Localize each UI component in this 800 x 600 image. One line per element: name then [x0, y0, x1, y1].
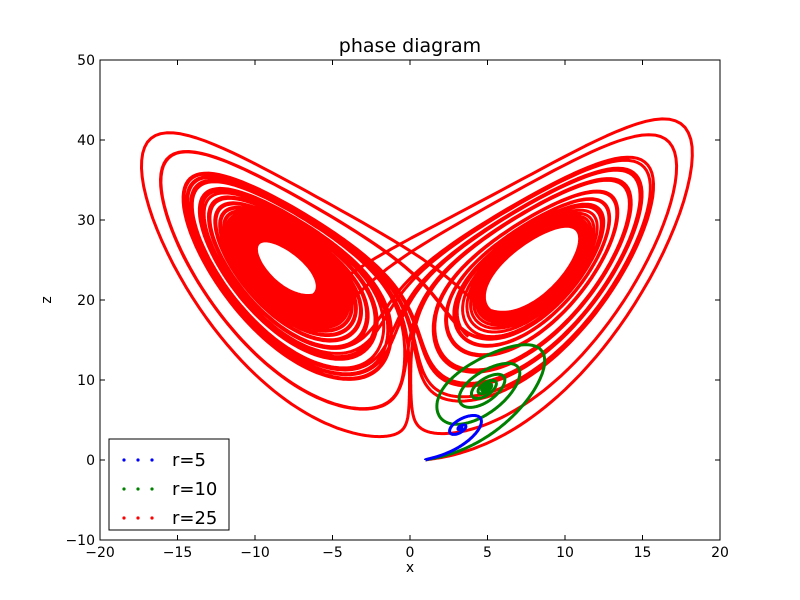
legend-marker [122, 458, 126, 462]
y-tick-label: 10 [77, 373, 95, 389]
series-layer [140, 117, 694, 462]
series-trajectory-r=25 [140, 117, 694, 462]
x-tick-label: 5 [483, 545, 492, 561]
x-tick-label: −10 [240, 545, 270, 561]
x-tick-label: −5 [322, 545, 343, 561]
legend-label: r=25 [172, 508, 217, 529]
series-trajectory-r=5 [424, 414, 483, 462]
y-axis-label: z [39, 296, 55, 303]
x-tick-label: −20 [85, 545, 115, 561]
legend-marker [122, 516, 126, 520]
y-tick-label: 20 [77, 293, 95, 309]
x-tick-label: 15 [634, 545, 652, 561]
x-tick-label: −15 [163, 545, 193, 561]
x-tick-label: 20 [711, 545, 729, 561]
y-tick-label: 30 [77, 213, 95, 229]
legend-marker [136, 516, 140, 520]
chart-title: phase diagram [339, 35, 481, 57]
legend-marker [136, 458, 140, 462]
legend-marker [150, 487, 154, 491]
y-tick-label: 40 [77, 133, 95, 149]
x-tick-label: 0 [406, 545, 415, 561]
y-tick-label: 50 [77, 53, 95, 69]
x-axis-label: x [406, 560, 414, 576]
legend: r=5 r=10 r=25 [108, 438, 230, 531]
x-tick-label: 10 [556, 545, 574, 561]
y-tick-label: 0 [86, 453, 95, 469]
legend-label: r=10 [172, 479, 217, 500]
legend-marker [150, 458, 154, 462]
ticks-layer: −20 −15 −10 −5 0 5 10 15 20 −10 0 10 20 30 40 50 [65, 53, 728, 561]
legend-marker [136, 487, 140, 491]
series-trajectory-r=10 [424, 343, 547, 462]
legend-marker [122, 487, 126, 491]
legend-marker [150, 516, 154, 520]
legend-label: r=5 [172, 450, 206, 471]
y-tick-label: −10 [65, 533, 95, 549]
legend-box [108, 438, 230, 531]
